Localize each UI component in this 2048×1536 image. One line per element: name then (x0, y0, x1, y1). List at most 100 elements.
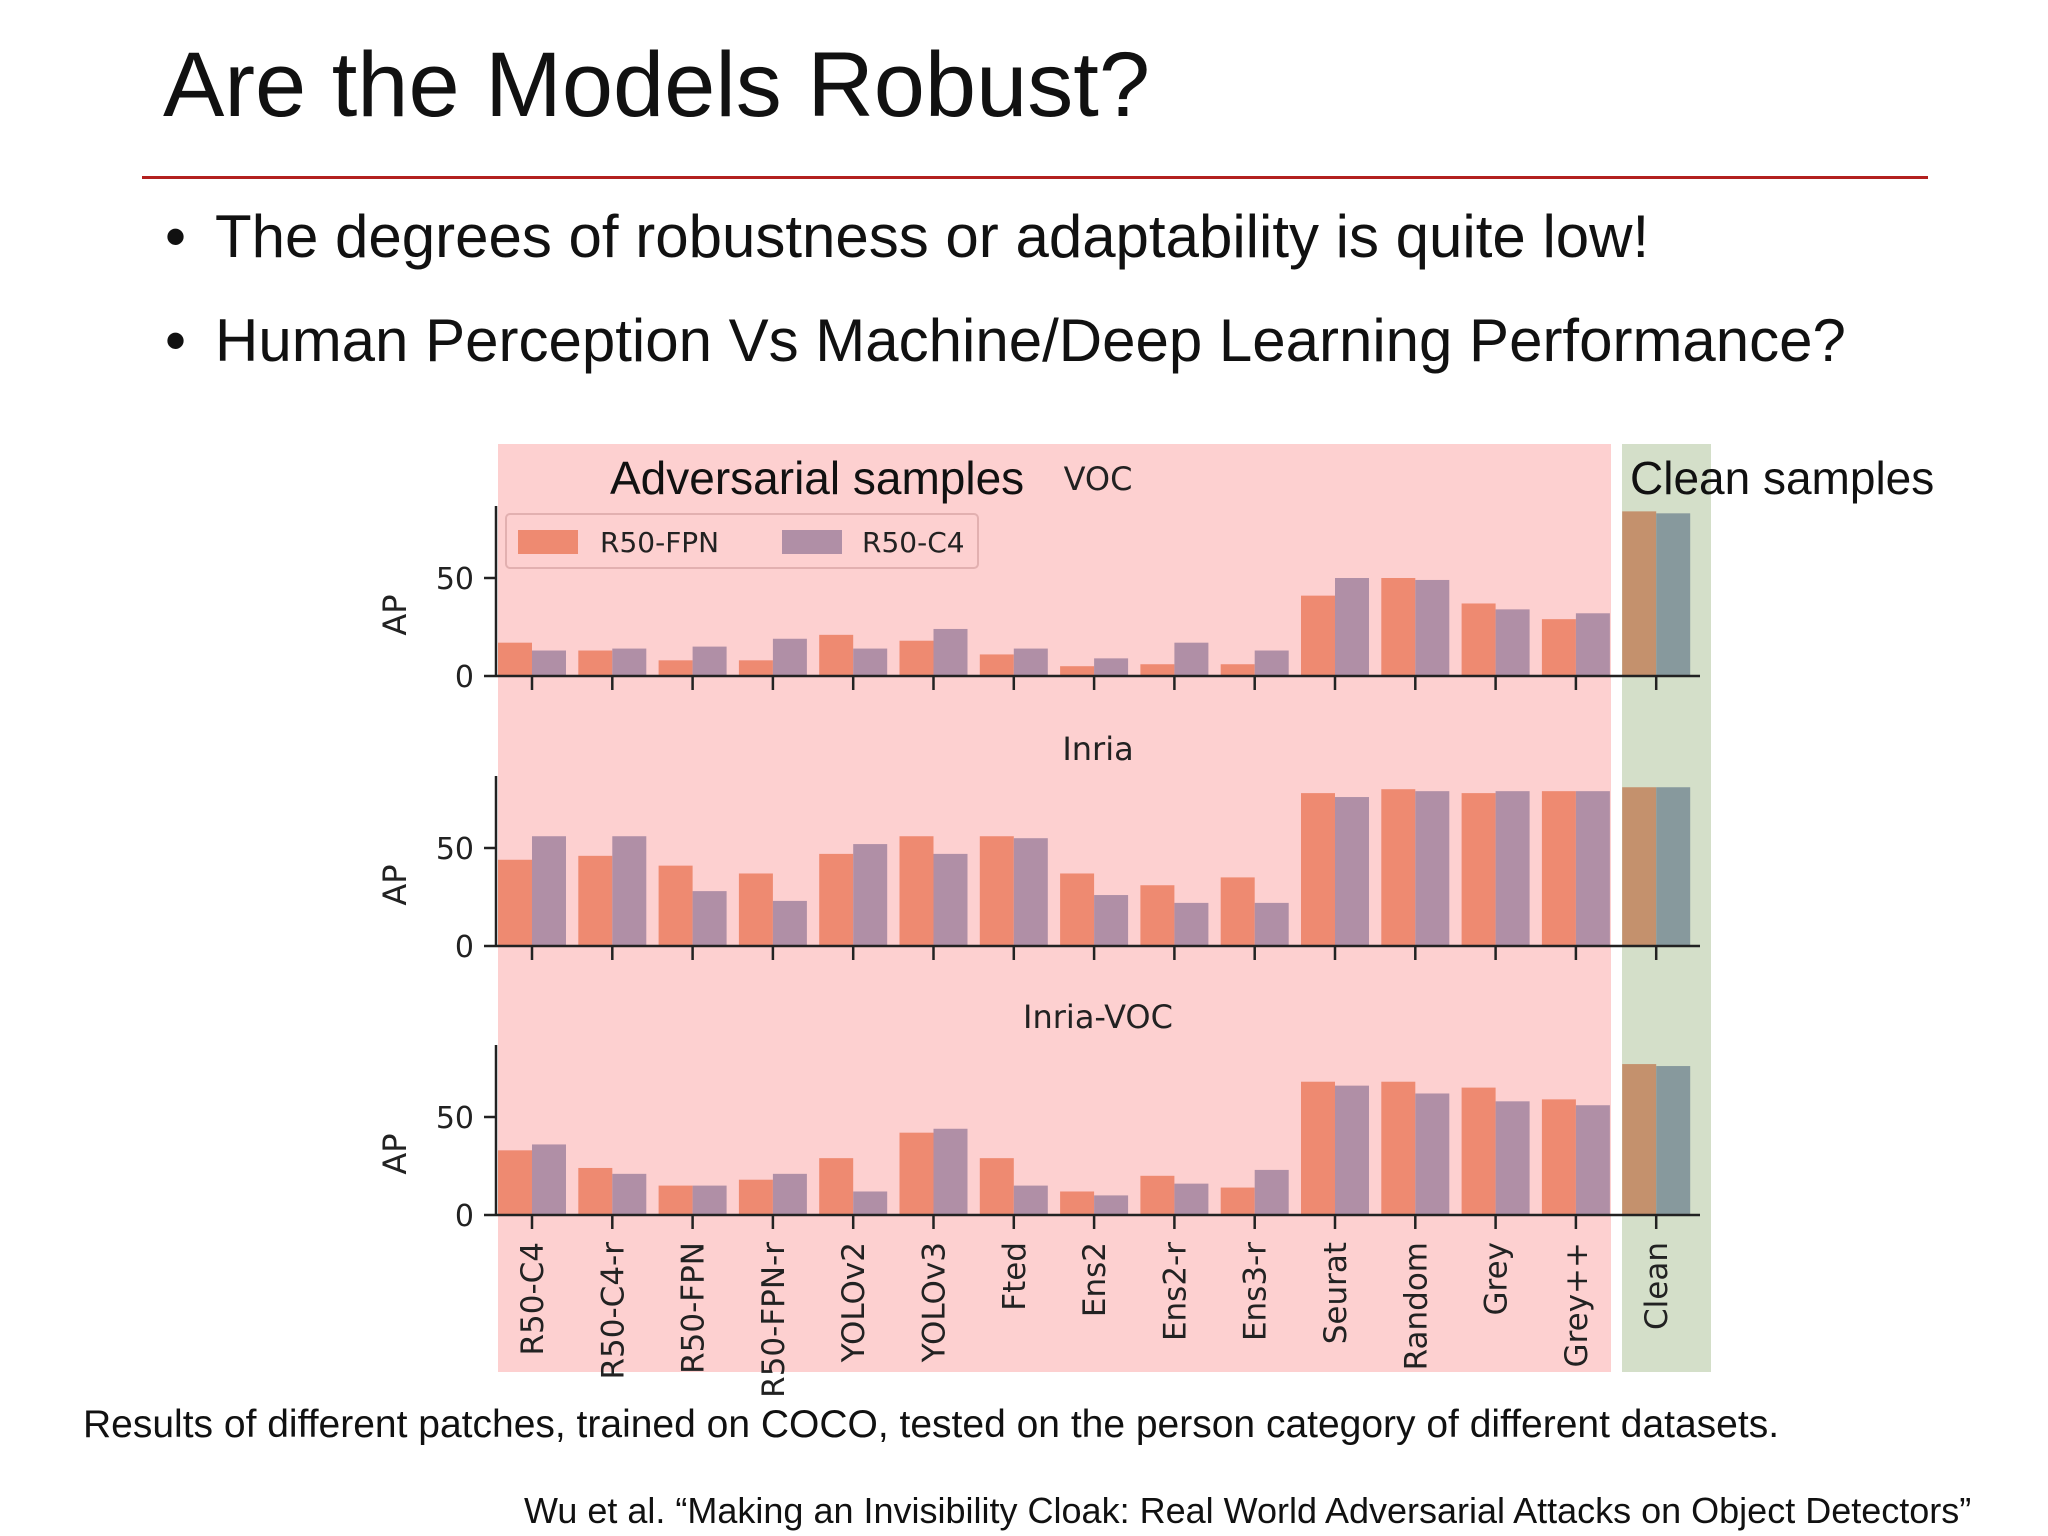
bar-r50-fpn (578, 855, 613, 946)
bar-r50-fpn (1140, 885, 1175, 946)
bar-r50-fpn (1060, 873, 1095, 946)
adversarial-samples-label: Adversarial samples (610, 452, 1025, 504)
bar-r50-c4 (1656, 1066, 1691, 1215)
bullet-dot: • (165, 203, 187, 270)
bar-r50-fpn (1461, 603, 1496, 676)
bar-r50-c4 (1495, 791, 1530, 946)
category-label: Random (1398, 1242, 1434, 1370)
title-divider (142, 176, 1928, 179)
bullet-dot: • (165, 307, 187, 374)
bar-r50-fpn (1220, 1187, 1255, 1215)
bar-r50-c4 (853, 844, 888, 946)
bar-r50-c4 (532, 1144, 566, 1215)
bar-r50-c4 (1495, 1101, 1530, 1215)
bar-r50-c4 (1335, 797, 1369, 946)
bar-r50-c4 (692, 891, 727, 946)
bar-r50-c4 (1094, 1195, 1129, 1215)
legend-label-r50-c4: R50-C4 (862, 526, 965, 559)
bar-r50-c4 (1094, 895, 1129, 946)
bar-r50-fpn (1301, 793, 1335, 946)
bar-r50-fpn (658, 1185, 693, 1215)
bar-r50-fpn (1381, 1081, 1416, 1215)
bar-r50-fpn (819, 853, 854, 946)
category-label: Clean (1639, 1242, 1675, 1330)
bar-r50-fpn (1140, 664, 1175, 676)
bar-r50-fpn (1541, 619, 1576, 676)
bar-r50-fpn (1220, 664, 1255, 676)
bar-r50-c4 (612, 836, 647, 946)
bar-r50-fpn (578, 650, 613, 676)
panel-title: Inria (1062, 730, 1133, 768)
bar-r50-c4 (1656, 787, 1691, 946)
bar-r50-fpn (819, 1158, 854, 1215)
bar-r50-c4 (772, 900, 807, 946)
bullet-text-robustness: The degrees of robustness or adaptabilit… (215, 203, 1650, 270)
bar-r50-c4 (1335, 1085, 1369, 1215)
bar-r50-fpn (498, 1150, 532, 1215)
bar-r50-fpn (1461, 1087, 1496, 1215)
legend-swatch-r50-c4 (782, 530, 842, 554)
category-label: Ens2 (1077, 1242, 1113, 1317)
bar-r50-c4 (772, 1173, 807, 1215)
category-label: Seurat (1318, 1242, 1354, 1344)
y-tick-label: 50 (436, 1101, 474, 1136)
bar-r50-c4 (1415, 579, 1450, 676)
bar-r50-fpn (1541, 1099, 1576, 1215)
bullet-list: • The degrees of robustness or adaptabil… (165, 200, 1945, 408)
y-axis-label: AP (376, 1133, 414, 1174)
bullet-text-perception: Human Perception Vs Machine/Deep Learnin… (215, 307, 1846, 374)
bar-r50-fpn (899, 836, 934, 946)
bar-r50-fpn (899, 640, 934, 676)
bar-r50-fpn (658, 865, 693, 946)
bar-r50-c4 (1495, 609, 1530, 676)
bar-r50-c4 (1254, 650, 1289, 676)
bar-r50-fpn (1622, 787, 1657, 946)
legend-swatch-r50-fpn (518, 530, 578, 554)
bar-r50-fpn (1541, 791, 1576, 946)
bullet-item: • Human Perception Vs Machine/Deep Learn… (165, 304, 1945, 378)
bar-r50-c4 (1013, 1185, 1048, 1215)
bar-r50-c4 (1174, 1183, 1209, 1215)
category-label: Ens3-r (1238, 1242, 1274, 1341)
bar-r50-c4 (1013, 838, 1048, 946)
bar-r50-fpn (1622, 1064, 1657, 1215)
bar-r50-fpn (498, 859, 532, 946)
bar-r50-c4 (853, 1191, 888, 1215)
bar-r50-c4 (1575, 613, 1610, 676)
bar-r50-c4 (612, 1173, 647, 1215)
bar-r50-fpn (1140, 1175, 1175, 1215)
category-label: Grey++ (1559, 1242, 1595, 1367)
clean-samples-label: Clean samples (1630, 452, 1935, 504)
bar-r50-c4 (1575, 791, 1610, 946)
bar-r50-fpn (979, 836, 1014, 946)
bar-r50-c4 (933, 628, 968, 676)
bar-r50-fpn (578, 1167, 613, 1215)
category-label: R50-C4 (515, 1242, 551, 1356)
bar-r50-c4 (1575, 1105, 1610, 1215)
category-label: R50-FPN (676, 1242, 712, 1374)
bar-r50-c4 (772, 638, 807, 676)
legend-box (505, 513, 979, 569)
bar-r50-fpn (1622, 511, 1657, 676)
y-tick-label: 0 (455, 1199, 474, 1234)
bar-r50-c4 (1254, 1169, 1289, 1215)
bar-r50-fpn (738, 1179, 773, 1215)
bar-r50-c4 (1174, 642, 1209, 676)
bar-r50-c4 (1415, 791, 1450, 946)
bar-r50-fpn (1060, 1191, 1095, 1215)
bar-r50-c4 (1335, 578, 1369, 676)
category-label: R50-C4-r (595, 1242, 631, 1380)
bar-r50-fpn (899, 1132, 934, 1215)
bar-r50-c4 (1254, 902, 1289, 946)
panel-title: Inria-VOC (1023, 998, 1173, 1036)
bar-r50-fpn (1301, 1081, 1335, 1215)
bar-r50-c4 (933, 853, 968, 946)
y-axis-label: AP (376, 594, 414, 635)
bar-r50-fpn (738, 660, 773, 676)
bar-r50-fpn (1301, 595, 1335, 676)
bar-r50-fpn (819, 634, 854, 676)
bar-r50-fpn (1461, 793, 1496, 946)
bar-r50-fpn (979, 654, 1014, 676)
bar-r50-c4 (1415, 1093, 1450, 1215)
slide-title: Are the Models Robust? (163, 34, 1150, 136)
